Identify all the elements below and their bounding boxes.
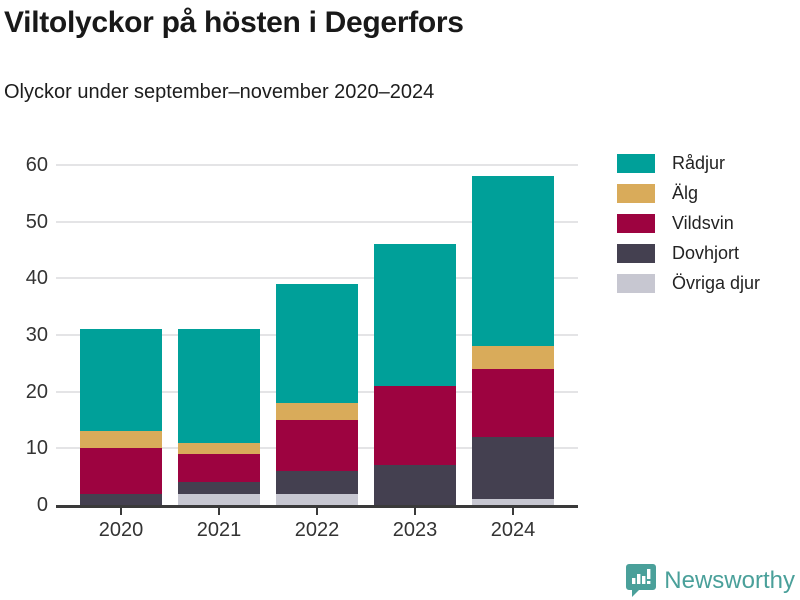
legend-item-dovhjort: Dovhjort	[617, 243, 760, 264]
legend-item-älg: Älg	[617, 183, 760, 204]
y-axis-label-20: 20	[25, 380, 48, 403]
bar-segment-2022-rådjur	[276, 284, 358, 404]
bar-2023	[374, 244, 456, 505]
x-axis-cell-2020: 2020	[80, 508, 162, 542]
bar-2022	[276, 284, 358, 505]
legend-swatch-rådjur	[617, 154, 655, 173]
bar-segment-2022-dovhjort	[276, 471, 358, 494]
chart-title: Viltolyckor på hösten i Degerfors	[4, 6, 464, 39]
x-axis-label-2024: 2024	[490, 519, 536, 541]
bar-segment-2023-vildsvin	[374, 386, 456, 466]
bar-segment-2024-rådjur	[472, 176, 554, 347]
plot-area	[56, 140, 578, 508]
legend-swatch-vildsvin	[617, 214, 655, 233]
legend-label-dovhjort: Dovhjort	[672, 243, 740, 263]
bar-segment-2020-dovhjort	[80, 493, 162, 505]
bar-segment-2024-vildsvin	[472, 369, 554, 438]
x-tick-2022	[316, 508, 318, 515]
y-axis-label-50: 50	[25, 210, 48, 233]
x-axis-label-2021: 2021	[196, 519, 242, 541]
bar-segment-2021-dovhjort	[178, 482, 260, 494]
legend-label-övriga-djur: Övriga djur	[672, 273, 761, 293]
bar-segment-2023-rådjur	[374, 244, 456, 387]
bar-segment-2021-älg	[178, 442, 260, 455]
legend-item-vildsvin: Vildsvin	[617, 213, 760, 234]
legend-item-rådjur: Rådjur	[617, 153, 760, 174]
chart-area: 0 10 20 30 40 50 60 2020 2021 2022 2023 2024	[0, 140, 600, 541]
gridline-y50	[56, 220, 578, 223]
legend-swatch-älg	[617, 184, 655, 203]
bar-segment-2021-rådjur	[178, 329, 260, 443]
x-axis-label-2020: 2020	[98, 519, 144, 541]
legend-label-vildsvin: Vildsvin	[672, 213, 734, 233]
bar-2020	[80, 329, 162, 505]
legend-label-rådjur: Rådjur	[672, 153, 726, 173]
gridline-y60	[56, 164, 578, 166]
y-axis-label-30: 30	[25, 324, 48, 346]
x-tick-2023	[414, 508, 416, 515]
legend-swatch-dovhjort	[617, 244, 655, 263]
newsworthy-logo[interactable]: Newsworthy	[626, 564, 795, 597]
x-axis-label-2023: 2023	[392, 519, 438, 541]
x-axis-cell-2021: 2021	[178, 508, 260, 542]
bar-segment-2022-älg	[276, 403, 358, 421]
legend-swatch-övriga-djur	[617, 274, 655, 293]
bar-segment-2024-älg	[472, 346, 554, 370]
bar-2021	[178, 329, 260, 505]
x-tick-2020	[120, 508, 122, 515]
x-axis-labels: 2020 2021 2022 2023 2024	[56, 508, 578, 542]
bars-container	[56, 140, 578, 505]
x-tick-2024	[512, 508, 514, 515]
bar-segment-2021-vildsvin	[178, 454, 260, 483]
brand-name: Newsworthy	[664, 566, 795, 594]
bar-segment-2020-älg	[80, 431, 162, 449]
gridline-y40	[56, 277, 578, 280]
legend-label-älg: Älg	[672, 183, 699, 203]
chart-subtitle: Olyckor under september–november 2020–20…	[4, 81, 435, 103]
bar-2024	[472, 176, 554, 505]
x-axis-label-2022: 2022	[294, 519, 340, 541]
legend-item-övriga-djur: Övriga djur	[617, 273, 760, 294]
x-tick-2021	[218, 508, 220, 515]
bar-segment-2021-övriga-djur	[178, 493, 260, 505]
y-axis-label-10: 10	[25, 437, 48, 460]
y-axis-label-60: 60	[25, 154, 48, 176]
bar-segment-2022-övriga-djur	[276, 493, 358, 505]
bar-chart-speech-bubble-icon	[626, 564, 657, 597]
x-axis-cell-2023: 2023	[374, 508, 456, 542]
bar-segment-2023-dovhjort	[374, 465, 456, 505]
bar-segment-2020-rådjur	[80, 329, 162, 432]
bar-segment-2020-vildsvin	[80, 448, 162, 494]
y-axis-label-40: 40	[25, 267, 48, 290]
bar-segment-2024-övriga-djur	[472, 499, 554, 505]
y-axis-label-0: 0	[36, 494, 48, 516]
y-axis-labels: 0 10 20 30 40 50 60	[0, 140, 48, 516]
x-axis-cell-2022: 2022	[276, 508, 358, 542]
bar-segment-2022-vildsvin	[276, 420, 358, 472]
bar-segment-2024-dovhjort	[472, 437, 554, 500]
chart-legend: Rådjur Älg Vildsvin Dovhjort Övriga djur	[617, 153, 760, 303]
x-axis-cell-2024: 2024	[472, 508, 554, 542]
